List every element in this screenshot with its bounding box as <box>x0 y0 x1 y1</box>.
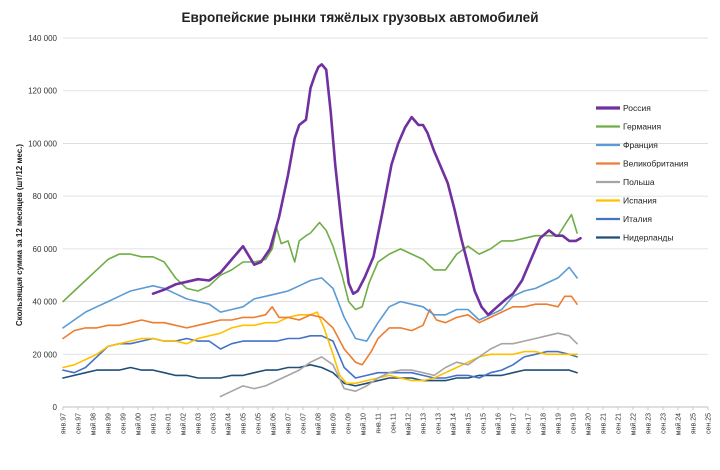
x-tick-label: май.04 <box>225 413 233 435</box>
legend-entry: Франция <box>623 140 658 150</box>
x-tick-label: янв.03 <box>196 413 203 434</box>
x-tick-label: сен.23 <box>661 413 668 434</box>
chart-title: Европейские рынки тяжёлых грузовых автом… <box>181 10 538 25</box>
legend-entry: Нидерланды <box>623 233 673 243</box>
x-tick-label: сен.11 <box>391 413 398 434</box>
legend-entry: Великобритания <box>623 159 689 169</box>
x-tick-label: янв.99 <box>106 413 113 434</box>
x-tick-label: сен.13 <box>436 413 443 434</box>
x-tick-label: сен.19 <box>571 413 578 434</box>
x-tick-label: май.06 <box>270 413 278 435</box>
y-tick-label: 120 000 <box>28 87 57 96</box>
x-tick-label: сен.03 <box>211 413 218 434</box>
x-tick-label: янв.15 <box>466 413 473 434</box>
x-tick-label: янв.19 <box>556 413 563 434</box>
x-tick-label: янв.05 <box>241 413 248 434</box>
series-line-3 <box>62 266 578 342</box>
legend-entry: Германия <box>623 122 662 132</box>
y-axis-ticks: 0 20 000 40 000 60 000 80 000 100 000 120 000 1… <box>28 34 57 412</box>
x-tick-label: сен.25 <box>706 413 713 434</box>
x-tick-label: май.08 <box>315 413 323 435</box>
x-tick-label: май.24 <box>675 413 683 435</box>
y-tick-label: 0 <box>53 403 58 412</box>
x-tick-label: янв.01 <box>151 413 158 434</box>
y-tick-label: 100 000 <box>28 139 57 148</box>
y-tick-label: 60 000 <box>33 245 58 254</box>
x-tick-label: сен.01 <box>166 413 173 434</box>
x-tick-label: янв.09 <box>331 413 338 434</box>
series-line-1 <box>151 63 582 317</box>
x-tick-label: сен.17 <box>526 413 533 434</box>
x-tick-label: янв.11 <box>376 413 383 434</box>
legend: Россия Германия Франция Великобритания Польш… <box>596 103 689 243</box>
x-tick-label: май.12 <box>405 413 413 435</box>
x-tick-label: май.22 <box>630 413 638 435</box>
x-tick-label: сен.15 <box>481 413 488 434</box>
x-tick-label: сен.05 <box>256 413 263 434</box>
y-tick-label: 20 000 <box>33 350 58 359</box>
series-line-2 <box>62 213 578 311</box>
series-line-7 <box>62 334 578 379</box>
x-tick-label: сен.21 <box>616 413 623 434</box>
y-tick-label: 140 000 <box>28 34 57 43</box>
x-tick-label: май.18 <box>540 413 548 435</box>
y-tick-label: 40 000 <box>33 298 58 307</box>
series-line-4 <box>62 295 578 366</box>
series-line-5 <box>219 332 578 398</box>
x-tick-label: янв.07 <box>286 413 293 434</box>
x-tick-label: янв.97 <box>61 413 68 434</box>
legend-entry: Италия <box>623 214 652 224</box>
x-tick-label: сен.99 <box>121 413 128 434</box>
x-axis-ticks: янв.97 сен.97 май.98 янв.99 сен.99 май.00 янв.… <box>61 407 713 435</box>
x-tick-label: май.02 <box>180 413 188 435</box>
y-tick-label: 80 000 <box>33 192 58 201</box>
x-tick-label: сен.07 <box>301 413 308 434</box>
x-tick-label: май.14 <box>450 413 458 435</box>
x-tick-label: май.20 <box>585 413 593 435</box>
legend-entry: Испания <box>623 196 657 206</box>
series-lines <box>62 63 582 398</box>
series-line-8 <box>62 363 578 387</box>
x-tick-label: янв.17 <box>511 413 518 434</box>
legend-entry: Россия <box>623 103 651 113</box>
x-tick-label: сен.09 <box>346 413 353 434</box>
x-tick-label: май.00 <box>135 413 143 435</box>
x-tick-label: янв.25 <box>691 413 698 434</box>
x-tick-label: янв.21 <box>601 413 608 434</box>
x-tick-label: май.16 <box>495 413 503 435</box>
y-axis-label: Скользящая сумма за 12 месяцев (шт/12 ме… <box>15 144 24 326</box>
series-line-6 <box>62 311 578 385</box>
x-tick-label: май.98 <box>90 413 98 435</box>
x-tick-label: янв.23 <box>646 413 653 434</box>
x-tick-label: янв.13 <box>421 413 428 434</box>
x-tick-label: май.10 <box>360 413 368 435</box>
x-tick-label: сен.97 <box>76 413 83 434</box>
legend-entry: Польша <box>623 177 655 187</box>
